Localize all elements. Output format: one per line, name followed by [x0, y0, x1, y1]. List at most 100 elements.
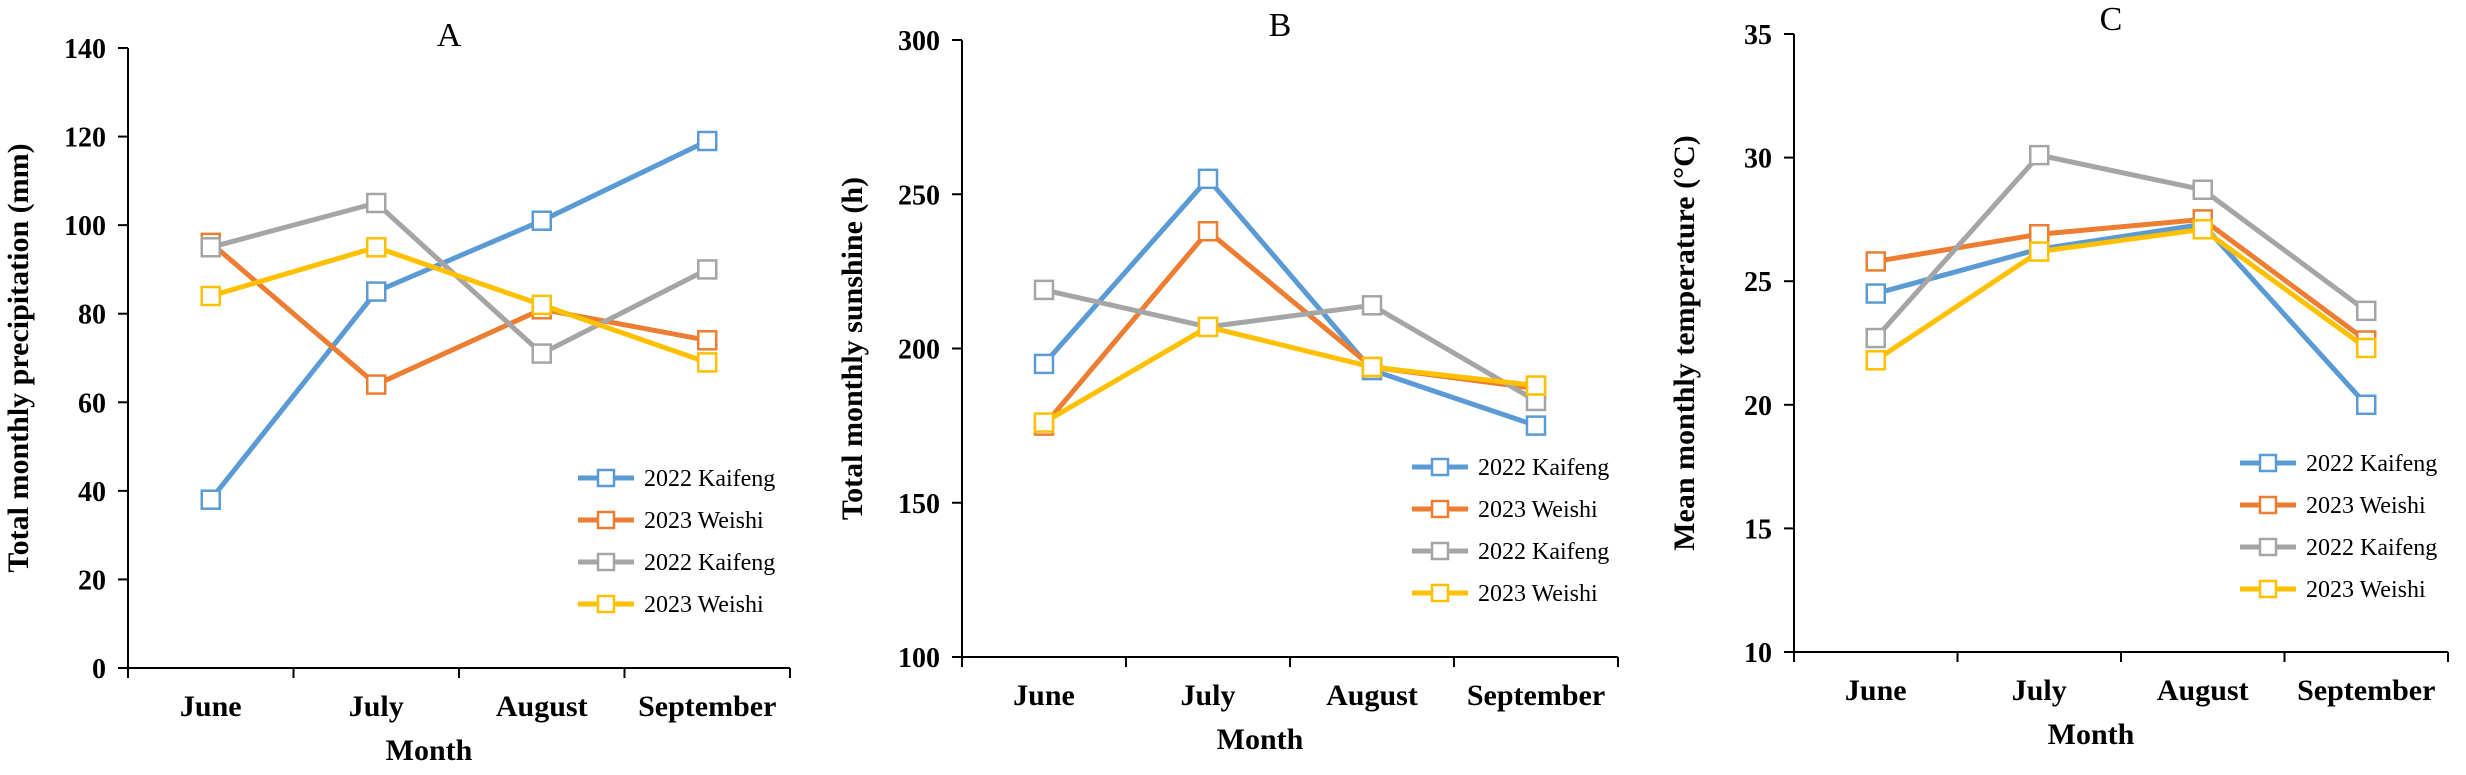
data-point: [1033, 412, 1055, 433]
data-point: [697, 259, 718, 280]
x-tick-label: July: [2012, 674, 2067, 707]
legend-item: 2023 Weishi: [578, 508, 764, 534]
legend-swatch-marker: [1430, 541, 1450, 561]
legend-label: 2022 Kaifeng: [2306, 451, 2437, 477]
data-point: [2356, 300, 2377, 322]
data-point: [1197, 316, 1219, 338]
data-point: [2029, 241, 2050, 262]
legend-item: 2022 Kaifeng: [1412, 539, 1609, 565]
series-line: [1873, 221, 2369, 408]
x-tick-label: September: [638, 690, 776, 723]
x-tick-label: July: [1180, 679, 1235, 712]
data-point: [2029, 144, 2050, 166]
data-point: [531, 343, 552, 364]
data-point: [1361, 356, 1383, 378]
y-tick-label: 20: [78, 565, 106, 596]
data-point: [1197, 221, 1219, 242]
legend-label: 2022 Kaifeng: [1478, 455, 1609, 481]
data-point: [366, 192, 387, 214]
series-line: [1041, 228, 1539, 429]
x-tick-label: August: [496, 690, 588, 723]
x-tick-label: August: [1326, 679, 1418, 712]
data-point: [1033, 279, 1055, 301]
data-point: [2356, 337, 2377, 359]
x-tick-label: August: [2157, 674, 2249, 707]
data-point: [2029, 223, 2050, 245]
y-tick-label: 0: [92, 654, 106, 685]
legend-swatch-marker: [2258, 579, 2278, 599]
series-line: [1873, 226, 2369, 363]
x-tick-label: September: [2297, 674, 2435, 707]
data-point: [697, 330, 718, 351]
legend-swatch-marker: [1430, 499, 1450, 519]
series-4: [200, 237, 718, 373]
legend-label: 2022 Kaifeng: [644, 550, 775, 576]
chart-b: B 100 150 200 250 300 June July August September M…: [836, 7, 1619, 756]
x-tick-label: June: [1845, 674, 1907, 707]
series-line: [208, 138, 710, 503]
legend-label: 2023 Weishi: [644, 508, 764, 534]
data-point: [1865, 283, 1886, 304]
legend-label: 2022 Kaifeng: [1478, 539, 1609, 565]
series-line: [1041, 287, 1539, 404]
y-tick-label: 35: [1744, 20, 1772, 51]
y-tick-label: 200: [898, 335, 940, 366]
y-tick-label: 15: [1744, 514, 1772, 545]
x-tick-label: July: [349, 690, 404, 723]
series-line: [208, 244, 710, 365]
y-tick-label: 300: [898, 26, 940, 57]
legend: 2022 Kaifeng 2023 Weishi 2022 Kaifeng 2023 …: [1412, 455, 1609, 607]
chart-a: A 0 20 40 60 80 100 120 140 June July August Septemb…: [2, 17, 791, 767]
legend-swatch-marker: [2258, 495, 2278, 515]
legend-label: 2023 Weishi: [2306, 493, 2426, 519]
legend-swatch-marker: [1430, 457, 1450, 477]
data-point: [531, 210, 552, 231]
legend-item: 2023 Weishi: [1412, 497, 1598, 523]
x-axis-title: Month: [386, 734, 473, 767]
y-tick-label: 140: [64, 34, 106, 65]
y-tick-label: 20: [1744, 391, 1772, 422]
data-point: [366, 237, 387, 258]
y-tick-label: 25: [1744, 267, 1772, 298]
chart-c: C 10 15 20 25 30 35 June July August September Mont…: [1668, 1, 2449, 751]
y-tick-label: 100: [64, 211, 106, 242]
series-line: [1041, 176, 1539, 429]
data-point: [366, 374, 387, 395]
legend-swatch-marker: [2258, 453, 2278, 473]
series-line: [1041, 324, 1539, 426]
y-axis-title: Total monthly precipitation (mm): [2, 143, 35, 572]
data-point: [2192, 219, 2213, 240]
data-point: [200, 237, 221, 258]
chart-title: C: [2100, 1, 2123, 38]
y-tick-label: 30: [1744, 144, 1772, 175]
data-point: [697, 352, 718, 373]
chart-title: A: [437, 17, 462, 54]
y-axis-title: Mean monthly temperature (°C): [1668, 135, 1701, 551]
data-point: [1865, 251, 1886, 272]
y-tick-label: 80: [78, 300, 106, 331]
legend-item: 2022 Kaifeng: [2240, 451, 2437, 477]
legend-swatch-marker: [596, 594, 616, 614]
y-tick-label: 40: [78, 477, 106, 508]
series-4: [1865, 219, 2377, 371]
data-point: [366, 281, 387, 302]
chart-title: B: [1269, 7, 1292, 44]
y-tick-label: 150: [898, 489, 940, 520]
x-tick-label: June: [180, 690, 242, 723]
legend: 2022 Kaifeng 2023 Weishi 2022 Kaifeng 2023 …: [2240, 451, 2437, 603]
data-point: [1197, 168, 1219, 190]
x-axis-title: Month: [2048, 718, 2135, 751]
legend-item: 2022 Kaifeng: [2240, 535, 2437, 561]
legend-swatch-marker: [596, 552, 616, 572]
series-1: [200, 130, 718, 510]
legend-label: 2023 Weishi: [1478, 581, 1598, 607]
y-tick-label: 120: [64, 123, 106, 154]
legend-label: 2023 Weishi: [1478, 497, 1598, 523]
series-4: [1033, 316, 1547, 433]
y-axis-title: Total monthly sunshine (h): [836, 177, 869, 520]
x-axis-title: Month: [1217, 723, 1304, 756]
data-point: [697, 130, 718, 152]
series-3: [1865, 144, 2377, 349]
y-tick-label: 60: [78, 388, 106, 419]
